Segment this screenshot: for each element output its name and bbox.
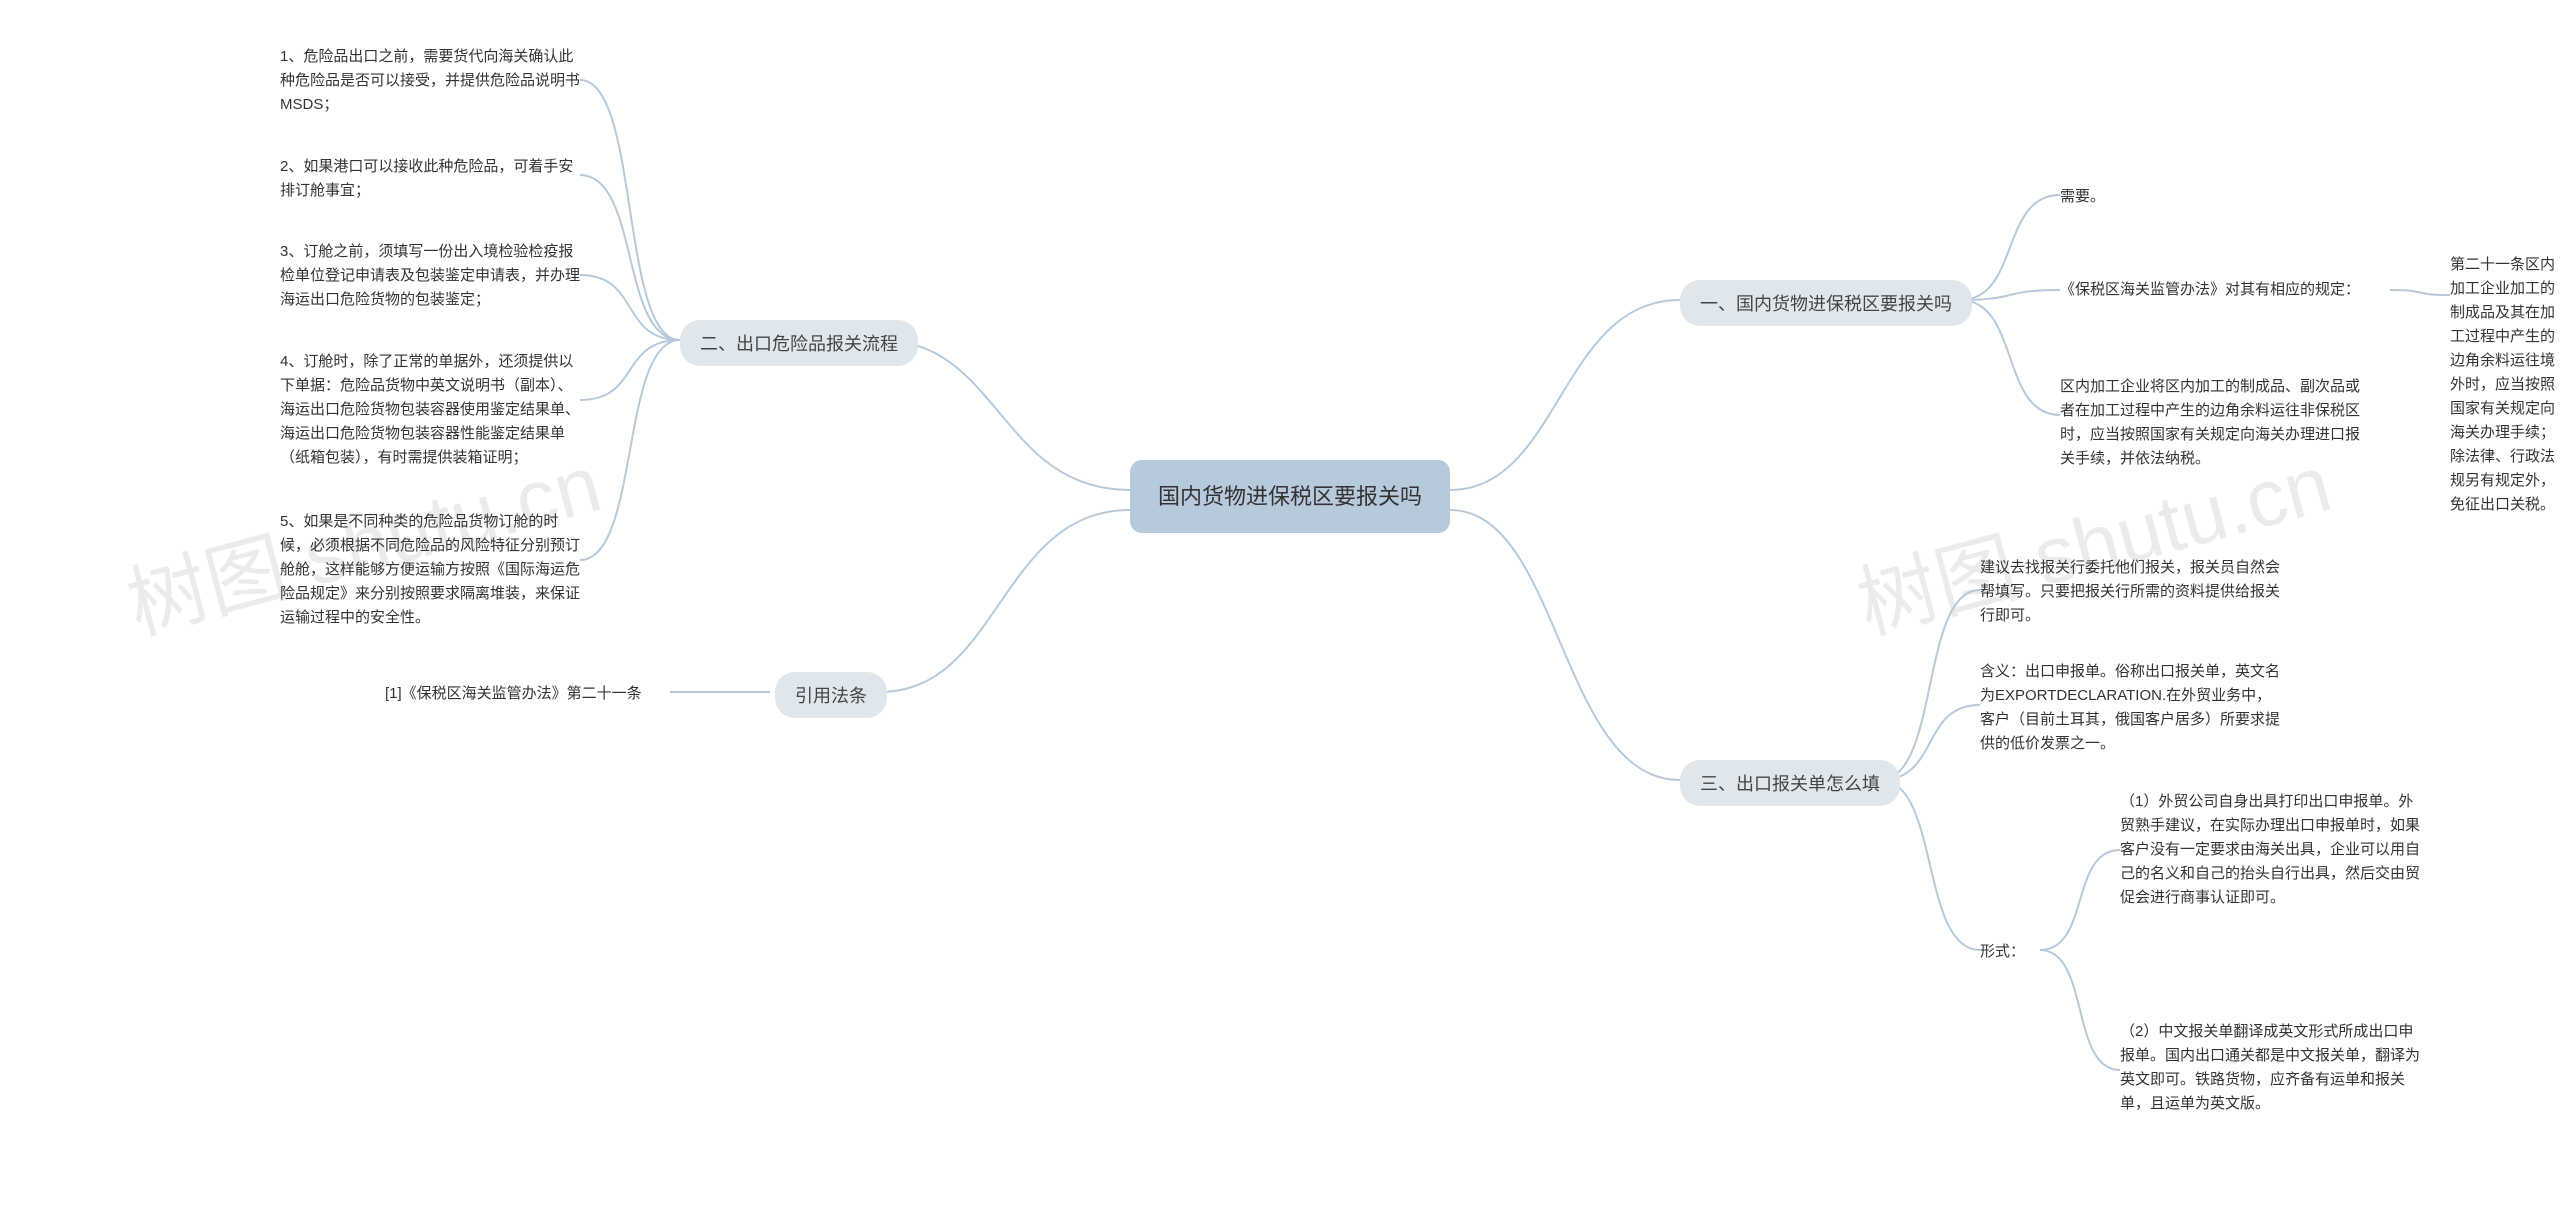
leaf-b1-1: 需要。: [2060, 185, 2105, 209]
leaf-b1-3: 区内加工企业将区内加工的制成品、副次品或者在加工过程中产生的边角余料运往非保税区…: [2060, 375, 2365, 471]
branch-4[interactable]: 引用法条: [775, 672, 887, 718]
leaf-b1-2: 《保税区海关监管办法》对其有相应的规定：: [2060, 278, 2360, 302]
leaf-b3-2: 含义：出口申报单。俗称出口报关单，英文名为EXPORTDECLARATION.在…: [1980, 660, 2285, 756]
branch-1[interactable]: 一、国内货物进保税区要报关吗: [1680, 280, 1972, 326]
center-topic[interactable]: 国内货物进保税区要报关吗: [1130, 460, 1450, 533]
leaf-b3-3: 形式：: [1980, 940, 2025, 964]
leaf-b1-2-sub: 第二十一条区内加工企业加工的制成品及其在加工过程中产生的边角余料运往境外时，应当…: [2450, 253, 2560, 517]
branch-2[interactable]: 二、出口危险品报关流程: [680, 320, 918, 366]
leaf-b2-4: 4、订舱时，除了正常的单据外，还须提供以下单据：危险品货物中英文说明书（副本）、…: [280, 350, 580, 470]
leaf-b2-3: 3、订舱之前，须填写一份出入境检验检疫报检单位登记申请表及包装鉴定申请表，并办理…: [280, 240, 580, 312]
branch-3[interactable]: 三、出口报关单怎么填: [1680, 760, 1900, 806]
leaf-b3-3-sub1: （1）外贸公司自身出具打印出口申报单。外贸熟手建议，在实际办理出口申报单时，如果…: [2120, 790, 2425, 910]
leaf-b3-1: 建议去找报关行委托他们报关，报关员自然会帮填写。只要把报关行所需的资料提供给报关…: [1980, 556, 2285, 628]
leaf-b2-5: 5、如果是不同种类的危险品货物订舱的时候，必须根据不同危险品的风险特征分别预订舱…: [280, 510, 580, 630]
leaf-b2-1: 1、危险品出口之前，需要货代向海关确认此种危险品是否可以接受，并提供危险品说明书…: [280, 45, 580, 117]
leaf-b2-2: 2、如果港口可以接收此种危险品，可着手安排订舱事宜；: [280, 155, 580, 203]
leaf-b3-3-sub2: （2）中文报关单翻译成英文形式所成出口申报单。国内出口通关都是中文报关单，翻译为…: [2120, 1020, 2425, 1116]
leaf-b4-1: [1]《保税区海关监管办法》第二十一条: [385, 682, 642, 706]
